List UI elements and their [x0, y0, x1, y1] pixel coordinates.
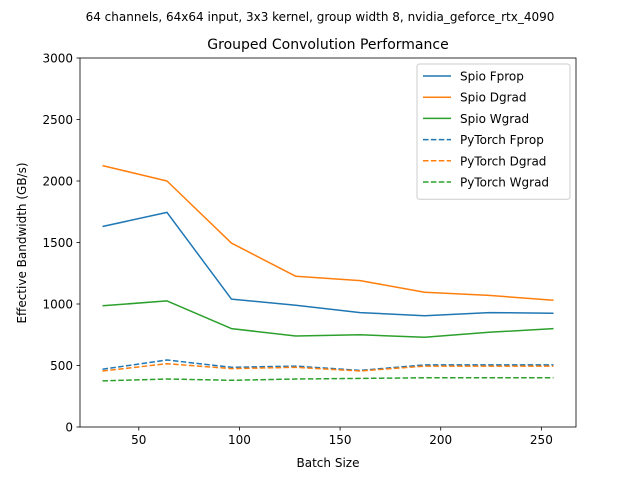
legend-entry: PyTorch Wgrad — [460, 176, 549, 190]
legend-box — [416, 63, 571, 200]
x-tick-label: 100 — [228, 433, 251, 447]
legend-entry: Spio Dgrad — [460, 91, 527, 105]
series-line-pytorch-fprop — [102, 359, 554, 372]
x-tick-label: 50 — [131, 433, 146, 447]
chart-suptitle: 64 channels, 64x64 input, 3x3 kernel, gr… — [86, 10, 555, 24]
y-tick-label: 2000 — [42, 175, 73, 189]
x-tick-label: 150 — [329, 433, 352, 447]
series-line-spio-dgrad — [102, 164, 554, 302]
series-line-spio-fprop — [102, 211, 554, 317]
series-line-spio-wgrad — [102, 300, 554, 338]
plot-area: 50 100 150 200 250050010001500200025003000Sp… — [42, 52, 577, 447]
y-tick-label: 1500 — [42, 236, 73, 250]
y-tick-label: 2500 — [42, 113, 73, 127]
legend-entry: Spio Wgrad — [460, 112, 529, 126]
y-tick-label: 500 — [50, 359, 73, 373]
x-tick-label: 200 — [429, 433, 452, 447]
series-line-pytorch-dgrad — [102, 362, 554, 372]
y-tick-label: 1000 — [42, 298, 73, 312]
y-tick-label: 3000 — [42, 52, 73, 66]
x-axis-label: Batch Size — [297, 456, 360, 470]
y-tick-label: 0 — [65, 421, 73, 435]
legend-entry: Spio Fprop — [460, 70, 524, 84]
y-axis-label: Effective Bandwidth (GB/s) — [15, 162, 29, 323]
legend-entry: PyTorch Fprop — [460, 133, 544, 147]
chart-title: Grouped Convolution Performance — [207, 37, 448, 53]
x-tick-label: 250 — [530, 433, 553, 447]
series-line-pytorch-wgrad — [102, 377, 554, 382]
legend-entry: PyTorch Dgrad — [460, 154, 546, 168]
